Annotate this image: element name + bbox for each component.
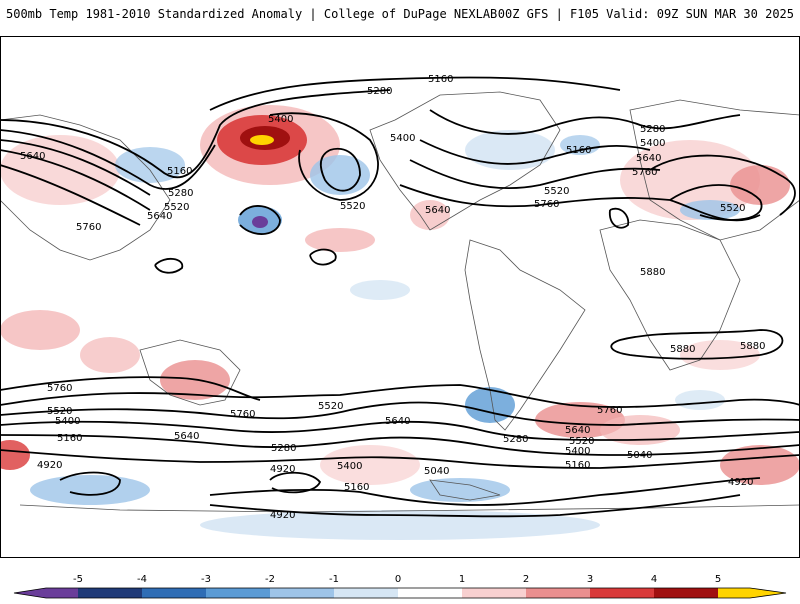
- contour-label: 5640: [174, 431, 199, 442]
- height-contours: [0, 76, 800, 518]
- contour-label: 5520: [340, 201, 365, 212]
- contour-label: 5760: [534, 199, 559, 210]
- contour-label: 5640: [147, 211, 172, 222]
- colorbar-tick-label: 3: [587, 574, 593, 585]
- colorbar-tick-label: -5: [73, 574, 83, 585]
- contour-label: 5400: [565, 446, 590, 457]
- colorbar-ticks: -5 -4 -3 -2 -1 0 1 2 3 4 5: [73, 574, 721, 585]
- contour-label: 5160: [565, 460, 590, 471]
- colorbar-tick-label: -2: [265, 574, 275, 585]
- colorbar-tick-label: 1: [459, 574, 465, 585]
- contour-label: 5280: [168, 188, 193, 199]
- contour-label: 5160: [428, 74, 453, 85]
- map-title: 500mb Temp 1981-2010 Standardized Anomal…: [6, 7, 498, 21]
- contour-label: 4920: [37, 460, 62, 471]
- contour-label: 5640: [636, 153, 661, 164]
- contour-label: 5160: [344, 482, 369, 493]
- contour-label: 5280: [503, 434, 528, 445]
- contour-label: 5760: [597, 405, 622, 416]
- contour-label: 5040: [424, 466, 449, 477]
- contour-label: 5880: [640, 267, 665, 278]
- colorbar-segment: [526, 588, 590, 598]
- contour-label: 5400: [337, 461, 362, 472]
- contour-labels: 5160 5280 5400 5640 5160 5280 5520 5640 …: [20, 74, 765, 521]
- colorbar-segment: [142, 588, 206, 598]
- contour-label: 5520: [164, 202, 189, 213]
- colorbar-tick-label: -4: [137, 574, 147, 585]
- contour-label: 5760: [76, 222, 101, 233]
- contour-label: 5160: [566, 145, 591, 156]
- colorbar-segment: [750, 588, 786, 598]
- colorbar-tick-label: 4: [651, 574, 657, 585]
- contour-label: 5400: [268, 114, 293, 125]
- colorbar-segment: [14, 588, 46, 598]
- contour-label: 5640: [20, 151, 45, 162]
- world-anomaly-map: 5160 5280 5400 5640 5160 5280 5520 5640 …: [0, 36, 800, 558]
- contour-label: 5160: [167, 166, 192, 177]
- colorbar-segment: [462, 588, 526, 598]
- contour-label: 5520: [569, 436, 594, 447]
- colorbar-segment: [590, 588, 654, 598]
- contour-label: 5280: [640, 124, 665, 135]
- colorbar-segment: [718, 588, 750, 598]
- contour-label: 5160: [57, 433, 82, 444]
- colorbar-segments: [13, 587, 787, 599]
- contour-label: 5760: [47, 383, 72, 394]
- contour-label: 5520: [47, 406, 72, 417]
- contour-label: 5040: [627, 450, 652, 461]
- colorbar-segment: [206, 588, 270, 598]
- colorbar-segment: [78, 588, 142, 598]
- contour-label: 5640: [385, 416, 410, 427]
- colorbar-tick-label: 2: [523, 574, 529, 585]
- contour-label: 5520: [544, 186, 569, 197]
- contour-label: 5760: [632, 167, 657, 178]
- map-header: 500mb Temp 1981-2010 Standardized Anomal…: [0, 0, 800, 36]
- contour-label: 5880: [670, 344, 695, 355]
- colorbar-tick-label: -1: [329, 574, 339, 585]
- contour-label: 5640: [565, 425, 590, 436]
- colorbar-tick-label: 0: [395, 574, 401, 585]
- contour-label: 5400: [390, 133, 415, 144]
- contour-label: 5400: [55, 416, 80, 427]
- contour-label: 4920: [270, 464, 295, 475]
- contour-label: 4920: [270, 510, 295, 521]
- colorbar-segment: [654, 588, 718, 598]
- contour-label: 5520: [318, 401, 343, 412]
- colorbar-segment: [334, 588, 398, 598]
- contour-label: 5880: [740, 341, 765, 352]
- colorbar-tick-label: 5: [715, 574, 721, 585]
- model-run-info: 00Z GFS | F105 Valid: 09Z SUN MAR 30 202…: [497, 7, 794, 21]
- anomaly-colorbar: -5 -4 -3 -2 -1 0 1 2 3 4 5: [0, 560, 800, 600]
- colorbar-segment: [398, 588, 462, 598]
- colorbar-segment: [270, 588, 334, 598]
- contour-label: 5640: [425, 205, 450, 216]
- contour-label: 4920: [728, 477, 753, 488]
- colorbar-tick-label: -3: [201, 574, 211, 585]
- contour-label: 5280: [271, 443, 296, 454]
- colorbar-segment: [46, 588, 78, 598]
- contour-label: 5760: [230, 409, 255, 420]
- contour-label: 5280: [367, 86, 392, 97]
- coastlines: [0, 91, 800, 513]
- contour-label: 5400: [640, 138, 665, 149]
- contour-label: 5520: [720, 203, 745, 214]
